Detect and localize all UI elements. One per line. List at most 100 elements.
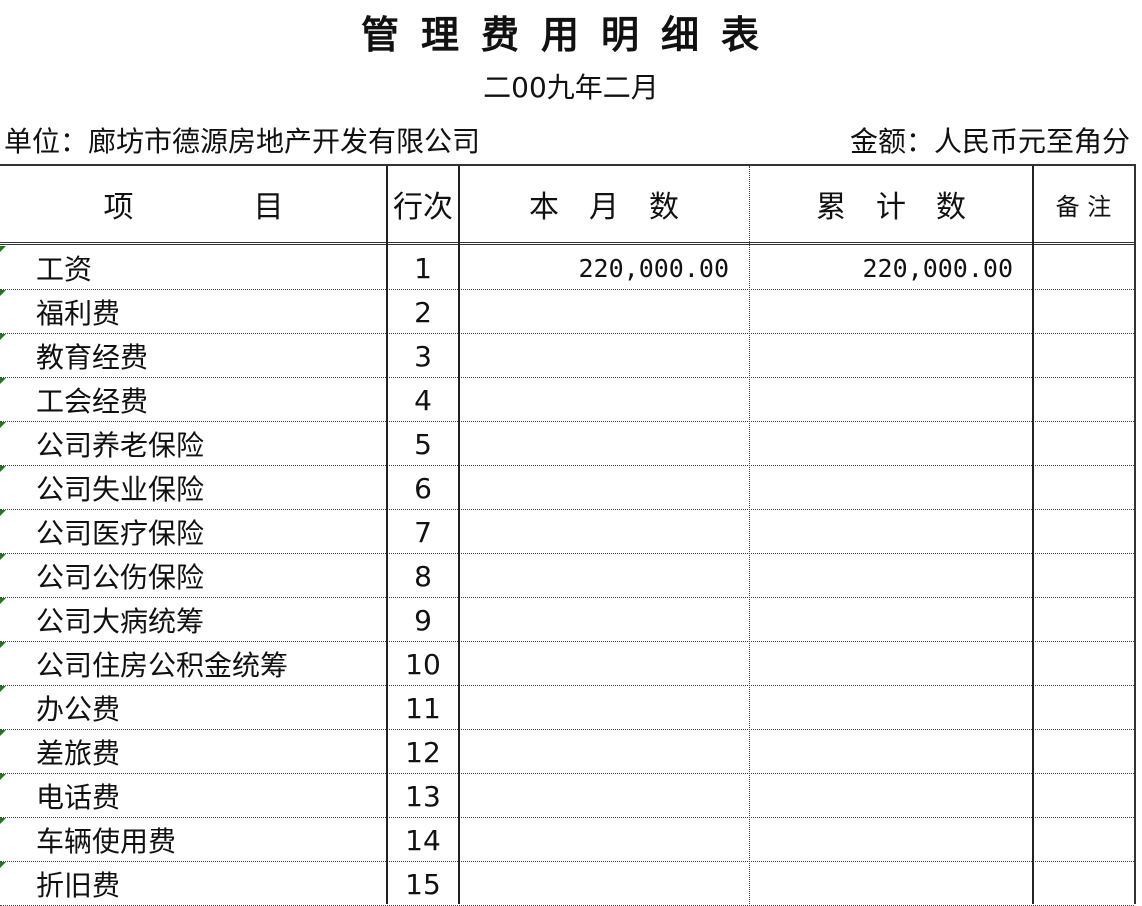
cell-cumulative[interactable]: 220,000.00 xyxy=(862,253,1013,283)
cell-note[interactable] xyxy=(1033,554,1134,598)
error-indicator-icon xyxy=(0,554,6,560)
cell-note[interactable] xyxy=(1033,422,1134,466)
cell-cumulative[interactable] xyxy=(749,290,1013,334)
cell-line[interactable]: 14 xyxy=(405,823,441,857)
report-title: 管理费用明细表 xyxy=(360,13,781,57)
cell-month[interactable] xyxy=(459,642,729,686)
cell-cumulative[interactable] xyxy=(749,466,1013,510)
cell-month[interactable] xyxy=(459,334,729,378)
cell-line[interactable]: 1 xyxy=(414,251,432,285)
cell-line[interactable]: 9 xyxy=(414,603,432,637)
header-note[interactable]: 备 注 xyxy=(1055,192,1112,221)
cell-month[interactable] xyxy=(459,862,729,906)
cell-item[interactable]: 电话费 xyxy=(36,781,121,814)
cell-item[interactable]: 车辆使用费 xyxy=(36,825,177,858)
cell-line[interactable]: 4 xyxy=(414,383,432,417)
cell-line[interactable]: 6 xyxy=(414,471,432,505)
cell-month[interactable] xyxy=(459,554,729,598)
cell-item[interactable]: 办公费 xyxy=(36,693,121,726)
cell-note[interactable] xyxy=(1033,466,1134,510)
cell-cumulative[interactable] xyxy=(749,686,1013,730)
cell-note[interactable] xyxy=(1033,730,1134,774)
cell-item[interactable]: 公司医疗保险 xyxy=(36,517,205,550)
cell-note[interactable] xyxy=(1033,642,1134,686)
cell-month[interactable] xyxy=(459,598,729,642)
table-row: 折旧费 15 xyxy=(0,862,1134,906)
error-indicator-icon xyxy=(0,422,6,428)
cell-note[interactable] xyxy=(1033,862,1134,906)
cell-cumulative[interactable] xyxy=(749,598,1013,642)
cell-cumulative[interactable] xyxy=(749,422,1013,466)
cell-item[interactable]: 教育经费 xyxy=(36,341,149,374)
column-divider xyxy=(749,166,750,904)
cell-cumulative[interactable] xyxy=(749,554,1013,598)
table-row: 福利费 2 xyxy=(0,290,1134,334)
table-row: 差旅费 12 xyxy=(0,730,1134,774)
error-indicator-icon xyxy=(0,290,6,296)
cell-item[interactable]: 公司大病统筹 xyxy=(36,605,205,638)
cell-month[interactable] xyxy=(459,730,729,774)
cell-line[interactable]: 3 xyxy=(414,339,432,373)
cell-note[interactable] xyxy=(1033,246,1134,290)
table-row: 公司大病统筹 9 xyxy=(0,598,1134,642)
error-indicator-icon xyxy=(0,818,6,824)
cell-line[interactable]: 2 xyxy=(414,295,432,329)
expense-table: 项 目 行次 本 月 数 累 计 数 备 注 工资 1 220,000.00 220,… xyxy=(0,164,1136,906)
error-indicator-icon xyxy=(0,510,6,516)
cell-note[interactable] xyxy=(1033,290,1134,334)
cell-cumulative[interactable] xyxy=(749,378,1013,422)
cell-note[interactable] xyxy=(1033,510,1134,554)
cell-item[interactable]: 公司住房公积金统筹 xyxy=(36,649,289,682)
cell-line[interactable]: 5 xyxy=(414,427,432,461)
cell-month[interactable] xyxy=(459,422,729,466)
cell-line[interactable]: 15 xyxy=(405,867,441,901)
cell-line[interactable]: 13 xyxy=(405,779,441,813)
cell-note[interactable] xyxy=(1033,378,1134,422)
header-separator xyxy=(0,242,1134,245)
cell-month[interactable] xyxy=(459,818,729,862)
cell-month[interactable] xyxy=(459,290,729,334)
table-row: 工会经费 4 xyxy=(0,378,1134,422)
table-row: 车辆使用费 14 xyxy=(0,818,1134,862)
cell-item[interactable]: 公司养老保险 xyxy=(36,429,205,462)
cell-cumulative[interactable] xyxy=(749,642,1013,686)
cell-line[interactable]: 12 xyxy=(405,735,441,769)
cell-cumulative[interactable] xyxy=(749,862,1013,906)
error-indicator-icon xyxy=(0,686,6,692)
cell-cumulative[interactable] xyxy=(749,334,1013,378)
cell-item[interactable]: 公司公伤保险 xyxy=(36,561,205,594)
cell-month[interactable] xyxy=(459,378,729,422)
cell-item[interactable]: 工资 xyxy=(36,253,93,286)
cell-note[interactable] xyxy=(1033,686,1134,730)
cell-line[interactable]: 7 xyxy=(414,515,432,549)
header-month[interactable]: 本 月 数 xyxy=(529,190,679,225)
cell-cumulative[interactable] xyxy=(749,774,1013,818)
cell-line[interactable]: 8 xyxy=(414,559,432,593)
cell-month[interactable]: 220,000.00 xyxy=(578,253,729,283)
cell-month[interactable] xyxy=(459,466,729,510)
cell-item[interactable]: 折旧费 xyxy=(36,869,121,902)
table-row: 公司住房公积金统筹 10 xyxy=(0,642,1134,686)
cell-cumulative[interactable] xyxy=(749,818,1013,862)
cell-month[interactable] xyxy=(459,774,729,818)
cell-item[interactable]: 福利费 xyxy=(36,297,121,330)
cell-line[interactable]: 11 xyxy=(405,691,441,725)
error-indicator-icon xyxy=(0,246,6,252)
error-indicator-icon xyxy=(0,598,6,604)
cell-note[interactable] xyxy=(1033,818,1134,862)
cell-note[interactable] xyxy=(1033,334,1134,378)
header-item[interactable]: 项 目 xyxy=(103,190,284,225)
cell-note[interactable] xyxy=(1033,774,1134,818)
cell-cumulative[interactable] xyxy=(749,730,1013,774)
table-row: 电话费 13 xyxy=(0,774,1134,818)
cell-item[interactable]: 工会经费 xyxy=(36,385,149,418)
cell-note[interactable] xyxy=(1033,598,1134,642)
header-cumulative[interactable]: 累 计 数 xyxy=(816,190,966,225)
cell-item[interactable]: 差旅费 xyxy=(36,737,121,770)
header-line[interactable]: 行次 xyxy=(393,190,453,225)
cell-item[interactable]: 公司失业保险 xyxy=(36,473,205,506)
cell-cumulative[interactable] xyxy=(749,510,1013,554)
cell-month[interactable] xyxy=(459,686,729,730)
cell-month[interactable] xyxy=(459,510,729,554)
cell-line[interactable]: 10 xyxy=(405,647,441,681)
